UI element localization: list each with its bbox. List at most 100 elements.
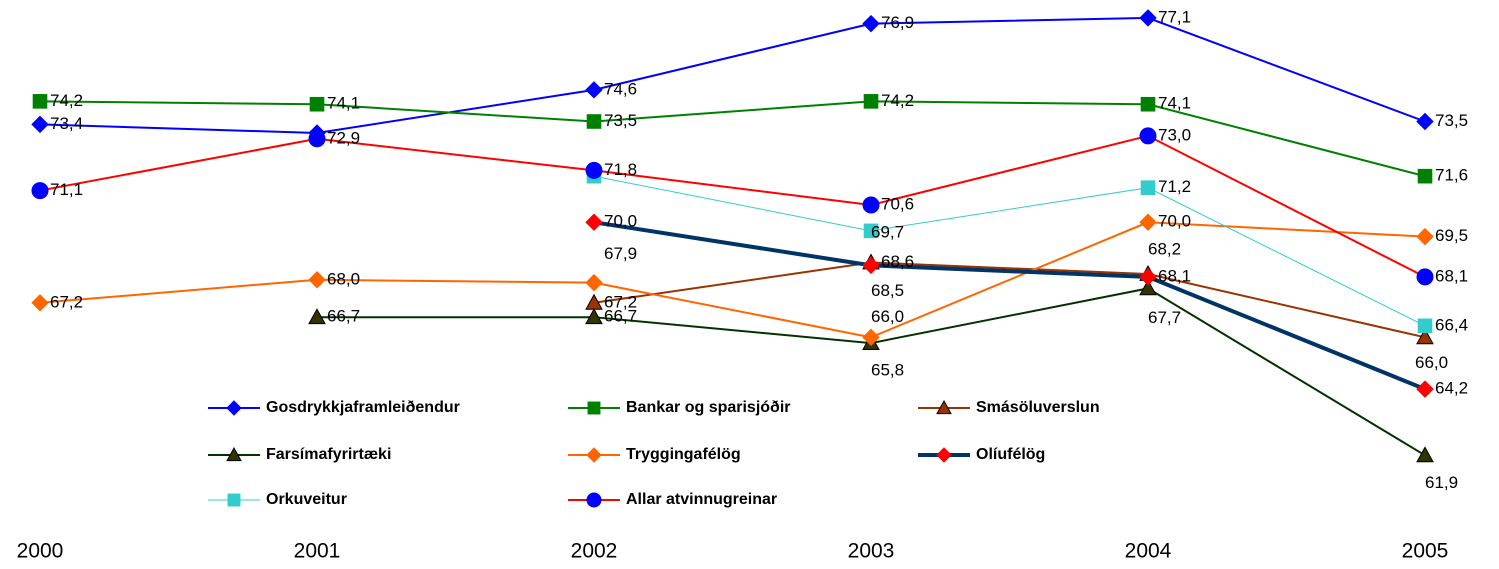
data-label: 66,0: [1415, 353, 1448, 372]
x-tick-label: 2002: [571, 540, 618, 563]
data-label: 68,1: [1158, 266, 1191, 285]
marker: [1416, 227, 1434, 246]
marker: [936, 399, 952, 415]
data-label: 64,2: [1435, 379, 1468, 398]
series-line: [39, 16, 1426, 135]
x-tick-label: 2004: [1125, 540, 1172, 563]
data-label: 66,4: [1435, 315, 1468, 334]
data-label: 65,8: [871, 361, 904, 380]
marker: [863, 94, 879, 109]
data-label: 66,7: [327, 307, 360, 326]
marker: [585, 81, 603, 99]
marker: [31, 182, 49, 200]
marker: [585, 213, 603, 231]
marker: [1416, 328, 1434, 345]
data-label: 67,7: [1148, 308, 1181, 327]
data-label: 72,9: [327, 128, 360, 147]
marker: [1139, 213, 1157, 231]
marker: [1139, 268, 1157, 286]
data-label: 74,1: [327, 94, 360, 113]
data-label: 68,2: [1148, 240, 1181, 259]
data-label: 70,0: [1158, 212, 1191, 231]
marker: [586, 114, 602, 129]
data-label: 73,0: [1158, 125, 1191, 144]
data-label: 68,1: [1435, 266, 1468, 285]
data-label: 68,0: [327, 269, 360, 288]
data-label: 71,8: [604, 160, 637, 179]
series-line: [39, 221, 1426, 339]
series-line: [593, 175, 1426, 327]
marker: [862, 328, 880, 347]
series-line: [593, 220, 1426, 391]
marker: [227, 493, 241, 507]
legend-label: Allar atvinnugreinar: [626, 491, 777, 508]
data-label: 71,1: [50, 180, 83, 199]
marker: [1416, 446, 1434, 463]
data-label: 76,9: [881, 13, 914, 32]
data-label: 67,9: [604, 244, 637, 263]
x-tick-label: 2005: [1402, 540, 1449, 563]
data-label: 67,2: [50, 292, 83, 311]
marker: [226, 446, 242, 462]
marker: [586, 447, 602, 463]
marker: [308, 308, 326, 325]
marker: [1139, 127, 1157, 145]
data-label: 74,6: [604, 79, 637, 98]
legend-label: Farsímafyrirtæki: [266, 446, 391, 463]
marker: [1139, 279, 1157, 296]
marker: [1417, 168, 1433, 184]
data-label: 68,5: [871, 281, 904, 300]
data-label: 73,5: [1435, 111, 1468, 130]
marker: [585, 161, 603, 179]
marker: [1416, 112, 1434, 131]
data-label: 61,9: [1425, 473, 1458, 492]
data-label: 68,6: [881, 252, 914, 271]
marker: [586, 492, 602, 508]
data-label: 67,2: [604, 292, 637, 311]
marker: [31, 294, 49, 312]
marker: [308, 130, 326, 148]
marker: [31, 115, 49, 134]
series-line: [39, 100, 1426, 178]
legend-label: Bankar og sparisjóðir: [626, 399, 791, 416]
marker: [1417, 318, 1433, 334]
marker: [1416, 268, 1434, 286]
data-label: 77,1: [1158, 7, 1191, 26]
x-tick-label: 2000: [17, 540, 64, 563]
marker: [862, 196, 880, 214]
data-label: 66,0: [871, 307, 904, 326]
data-label: 74,2: [881, 91, 914, 110]
marker: [309, 96, 325, 112]
legend-label: Smásöluverslun: [976, 399, 1100, 416]
marker: [585, 273, 603, 292]
data-label: 70,6: [881, 194, 914, 213]
x-tick-label: 2003: [848, 540, 895, 563]
legend-label: Olíufélög: [976, 446, 1045, 463]
data-label: 66,7: [604, 307, 637, 326]
data-label: 69,7: [871, 222, 904, 241]
marker: [1139, 9, 1157, 27]
marker: [862, 256, 880, 275]
marker: [587, 401, 601, 415]
marker: [936, 447, 952, 463]
marker: [862, 14, 880, 33]
data-label: 73,5: [604, 111, 637, 130]
marker: [1140, 180, 1156, 195]
marker: [226, 400, 242, 416]
marker: [1140, 96, 1156, 112]
marker: [308, 271, 326, 289]
data-label: 69,5: [1435, 226, 1468, 245]
x-tick-label: 2001: [294, 540, 341, 563]
data-label: 71,2: [1158, 177, 1191, 196]
legend-label: Tryggingafélög: [626, 446, 741, 463]
legend-label: Gosdrykkjaframleiðendur: [266, 399, 460, 416]
data-label: 71,6: [1435, 166, 1468, 185]
legend-label: Orkuveitur: [266, 491, 347, 508]
marker: [32, 94, 48, 109]
marker: [1416, 380, 1434, 398]
data-label: 74,1: [1158, 94, 1191, 113]
data-label: 70,0: [604, 212, 637, 231]
series-line: [39, 134, 1426, 278]
data-label: 73,4: [50, 114, 83, 133]
